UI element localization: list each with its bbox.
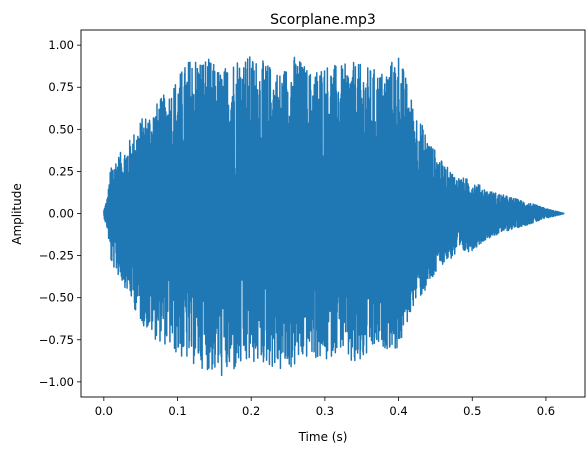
x-axis-label: Time (s) — [298, 430, 348, 444]
y-tick-label: 1.00 — [48, 38, 74, 52]
y-tick-label: 0.25 — [48, 164, 74, 178]
y-axis-label: Amplitude — [10, 183, 24, 245]
y-tick-label: −0.50 — [39, 291, 74, 305]
x-tick-label: 0.4 — [389, 404, 407, 418]
x-tick-label: 0.0 — [95, 404, 113, 418]
waveform-line — [103, 56, 565, 377]
x-tick-label: 0.5 — [463, 404, 481, 418]
x-axis-ticks: 0.0 0.1 0.2 0.3 0.4 0.5 0.6 — [95, 397, 555, 418]
x-tick-label: 0.3 — [316, 404, 334, 418]
y-tick-label: 0.75 — [48, 80, 74, 94]
chart-title: Scorplane.mp3 — [270, 12, 376, 28]
x-tick-label: 0.1 — [168, 404, 186, 418]
y-tick-label: 0.00 — [48, 207, 74, 221]
y-tick-label: −1.00 — [39, 375, 74, 389]
axes-frame — [80, 29, 586, 398]
y-tick-label: −0.25 — [39, 249, 74, 263]
x-tick-label: 0.6 — [537, 404, 555, 418]
y-axis-ticks: 1.00 0.75 0.50 0.25 0.00 −0.25 −0.50 −0.75 −1.00 — [39, 38, 81, 389]
y-tick-label: 0.50 — [48, 122, 74, 136]
y-tick-label: −0.75 — [39, 333, 74, 347]
plot-area — [103, 56, 565, 377]
x-tick-label: 0.2 — [242, 404, 260, 418]
